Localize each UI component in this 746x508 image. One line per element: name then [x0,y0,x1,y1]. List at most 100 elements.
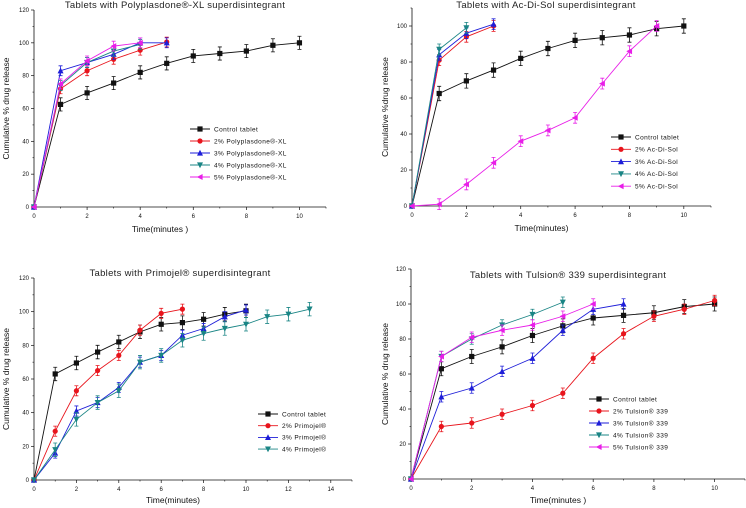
y-tick-label: 120 [19,276,30,282]
legend-marker [617,183,624,190]
data-point [296,40,303,46]
legend-marker [618,134,624,140]
x-axis-label: Time(minutes) [146,495,200,505]
y-tick-label: 20 [400,168,407,174]
data-point [115,388,122,394]
y-tick-label: 120 [396,267,407,273]
legend-label: 2% Ac-Di-Sol [635,147,678,154]
data-point [137,327,143,333]
x-tick-label: 10 [296,214,303,220]
data-point [243,321,249,328]
y-tick-label: 60 [399,372,406,378]
series-line [410,303,624,480]
data-point [529,322,536,328]
x-tick-label: 4 [531,486,535,492]
legend-label: 4% Ac-Di-Sol [635,171,678,178]
data-point [179,306,185,312]
series-1 [31,35,303,210]
data-point [164,60,170,66]
data-point [572,37,578,43]
x-tick-label: 2 [470,486,474,492]
data-point [158,352,165,359]
y-tick-label: 40 [399,407,406,413]
y-tick-label: 80 [22,343,29,349]
y-axis-label: Cumulative % drug release [1,328,11,430]
chart-title: Tablets with Tulsion® 339 superdisintegr… [470,270,666,281]
y-tick-label: 80 [400,60,407,66]
data-point [30,204,37,210]
x-tick-label: 8 [202,487,206,493]
series-3 [408,298,627,482]
data-point [137,359,143,366]
x-tick-label: 6 [592,486,596,492]
legend-label: 4% Tulsion® 339 [613,431,668,439]
x-tick-label: 0 [32,214,36,220]
data-point [620,300,627,307]
data-point [221,325,228,332]
legend-marker [265,423,271,429]
data-point [529,332,536,339]
y-tick-label: 60 [22,377,29,383]
legend: Control tablet 2% Tulsion® 339 3% Tulsion®… [589,396,668,451]
data-point [73,388,79,394]
chart-title: Tablets with Polyplasdone®-XL superdisin… [65,0,285,11]
legend: Control tablet 2% Primojel® 3% Primojel® 4%… [258,411,326,453]
x-tick-label: 8 [245,214,249,220]
data-point [590,355,596,361]
y-tick-label: 80 [399,337,406,343]
legend: Control tablet 2% Polyplasdone®-XL 3% Poly… [190,126,287,181]
series-1 [409,18,687,209]
y-tick-label: 40 [22,139,29,145]
data-point [158,321,164,327]
data-point [438,366,444,372]
x-axis-label: Time(minutes) [515,223,569,233]
data-point [468,334,475,341]
legend-marker [265,434,271,440]
data-point [243,306,249,313]
legend-label: 2% Primojel® [282,422,326,430]
data-point [559,327,566,333]
data-point [560,390,566,396]
series-5 [407,298,596,482]
data-point [517,138,524,145]
x-tick-label: 8 [652,486,656,492]
series-line [33,308,310,481]
y-tick-label: 40 [400,132,407,138]
y-tick-label: 20 [399,442,406,448]
y-axis-label: Cumulative % drug release [380,323,390,425]
data-point [116,339,122,345]
series-4 [408,296,566,483]
data-point [571,114,578,121]
data-point [469,353,475,360]
legend-label: 3% Tulsion® 339 [613,419,668,427]
data-point [681,23,687,29]
data-point [544,127,551,134]
data-point [463,78,469,84]
y-tick-label: 40 [22,411,29,417]
chart-panel-4: Tablets with Tulsion® 339 superdisintegr… [380,267,746,505]
data-point [73,407,80,414]
data-point [179,320,185,326]
y-tick-label: 80 [22,74,29,80]
data-point [626,32,633,38]
data-point [57,80,64,87]
data-point [116,352,122,359]
legend-label: 5% Tulsion® 339 [613,443,668,451]
y-tick-label: 60 [22,107,29,113]
data-point [111,80,117,86]
series-line [33,42,167,208]
data-point [84,90,90,96]
data-point [200,330,207,337]
series-3 [409,18,497,209]
data-point [407,476,414,482]
data-point [73,360,79,366]
data-point [163,39,170,46]
data-point [438,353,444,360]
legend-label: 5% Polyplasdone®-XL [214,173,287,181]
x-tick-label: 4 [519,213,523,219]
data-point [463,25,470,31]
data-point [626,48,633,55]
chart-panel-1: Tablets with Polyplasdone®-XL superdisin… [1,0,327,234]
data-point [190,53,196,59]
x-tick-label: 0 [410,213,414,219]
